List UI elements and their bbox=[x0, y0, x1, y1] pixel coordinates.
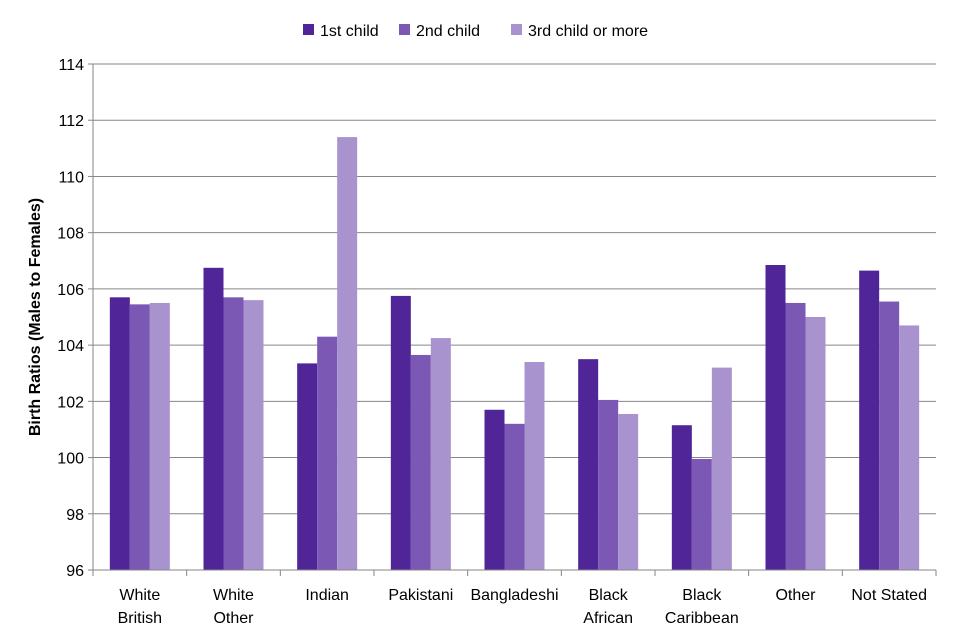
x-category-label-line: African bbox=[583, 610, 633, 627]
x-category-label: Pakistani bbox=[388, 587, 453, 604]
x-category-label-line: Other bbox=[775, 587, 816, 604]
y-tick-label: 108 bbox=[57, 226, 84, 243]
y-tick-label: 98 bbox=[66, 507, 84, 524]
x-category-label: White British bbox=[118, 587, 162, 627]
x-category-labels: White British White Other Indian Pakistani Ban… bbox=[118, 587, 927, 627]
bar-2-8 bbox=[785, 302, 806, 570]
x-category-label-line: Black bbox=[589, 587, 629, 604]
x-category-label-line: Pakistani bbox=[388, 587, 453, 604]
bar-2-1 bbox=[129, 304, 150, 570]
legend-label-2: 2nd child bbox=[416, 23, 480, 40]
y-tick-label: 112 bbox=[58, 113, 84, 130]
x-category-label: Black Caribbean bbox=[665, 587, 739, 627]
axes bbox=[92, 64, 937, 576]
bar-2-9 bbox=[879, 301, 900, 570]
x-category-label: Not Stated bbox=[851, 587, 927, 604]
legend: 1st child 2nd child 3rd child or more bbox=[303, 23, 648, 40]
legend-label-1: 1st child bbox=[320, 23, 379, 40]
y-tick-label: 114 bbox=[58, 57, 84, 74]
x-category-label-line: British bbox=[118, 610, 162, 627]
x-category-label: Other bbox=[775, 587, 816, 604]
bar-1-8 bbox=[765, 264, 786, 570]
x-category-label-line: Not Stated bbox=[851, 587, 927, 604]
legend-swatch-1 bbox=[303, 24, 314, 35]
bar-1-6 bbox=[578, 359, 599, 570]
bar-3-5 bbox=[524, 361, 545, 570]
y-tick-label: 102 bbox=[57, 394, 84, 411]
bar-1-4 bbox=[390, 295, 411, 570]
bar-2-4 bbox=[410, 354, 431, 570]
y-tick-label: 110 bbox=[58, 169, 84, 186]
bar-2-3 bbox=[317, 336, 338, 570]
bar-1-9 bbox=[859, 270, 880, 570]
bar-3-9 bbox=[899, 325, 920, 570]
x-category-label-line: White bbox=[119, 587, 160, 604]
bar-2-2 bbox=[223, 297, 244, 570]
x-category-label-line: Other bbox=[213, 610, 254, 627]
bar-3-8 bbox=[805, 317, 826, 570]
y-tick-label: 106 bbox=[57, 282, 84, 299]
legend-swatch-3 bbox=[511, 24, 522, 35]
bar-1-1 bbox=[109, 297, 130, 570]
x-category-label-line: White bbox=[213, 587, 254, 604]
bar-2-6 bbox=[598, 399, 619, 570]
y-tick-labels: 96 98 100 102 104 106 108 110 112 114 bbox=[57, 57, 84, 580]
x-category-label-line: Caribbean bbox=[665, 610, 739, 627]
bar-3-4 bbox=[430, 338, 451, 570]
bar-2-7 bbox=[691, 458, 712, 570]
bars bbox=[109, 137, 920, 571]
x-category-label-line: Bangladeshi bbox=[470, 587, 558, 604]
bar-3-7 bbox=[711, 367, 732, 570]
x-category-label-line: Indian bbox=[305, 587, 349, 604]
bar-3-6 bbox=[618, 413, 639, 570]
bar-1-5 bbox=[484, 409, 505, 570]
x-category-label: Bangladeshi bbox=[470, 587, 558, 604]
y-tick-label: 104 bbox=[57, 338, 84, 355]
bar-3-2 bbox=[243, 300, 264, 570]
legend-swatch-2 bbox=[399, 24, 410, 35]
bar-1-2 bbox=[203, 267, 224, 570]
x-category-label: Indian bbox=[305, 587, 349, 604]
bar-1-7 bbox=[671, 425, 692, 570]
bar-1-3 bbox=[297, 363, 318, 570]
y-axis-title: Birth Ratios (Males to Females) bbox=[27, 198, 44, 436]
x-category-label: White Other bbox=[213, 587, 254, 627]
x-category-label: Black African bbox=[583, 587, 633, 627]
bar-2-5 bbox=[504, 423, 525, 570]
y-tick-label: 96 bbox=[66, 563, 84, 580]
x-category-label-line: Black bbox=[682, 587, 722, 604]
y-tick-label: 100 bbox=[57, 451, 84, 468]
bar-3-3 bbox=[337, 137, 358, 571]
bar-3-1 bbox=[149, 302, 170, 570]
legend-label-3: 3rd child or more bbox=[528, 23, 648, 40]
